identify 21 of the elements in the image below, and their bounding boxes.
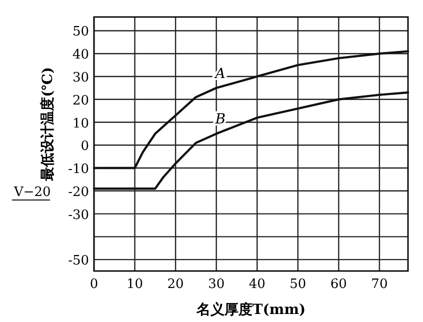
x-axis-title: 名义厚度T(mm) (195, 301, 306, 318)
y-tick-label: -50 (68, 254, 89, 269)
x-tick-label: 40 (248, 277, 266, 292)
y-tick-label: 50 (72, 24, 89, 40)
x-tick-label: 50 (290, 277, 306, 292)
x-tick-label: 0 (90, 277, 98, 292)
y-axis-title: 最低设计温度(℃) (39, 66, 56, 182)
x-tick-label: 60 (330, 277, 347, 292)
y-tick-label: -20 (68, 184, 89, 200)
y-tick-label: 30 (72, 70, 89, 86)
y-tick-label: 10 (72, 116, 89, 132)
y-tick-label: -30 (68, 208, 89, 223)
y-tick-label: 20 (72, 93, 89, 108)
x-tick-label: 10 (126, 277, 144, 292)
text: V−20 (13, 185, 51, 200)
x-tick-label: 30 (208, 277, 225, 292)
y-tick-label: 0 (80, 139, 89, 154)
y-tick-label: 40 (72, 48, 89, 63)
y-tick-label: -10 (68, 162, 89, 178)
x-tick-label: 20 (167, 277, 184, 292)
x-tick-label: 70 (371, 277, 388, 292)
